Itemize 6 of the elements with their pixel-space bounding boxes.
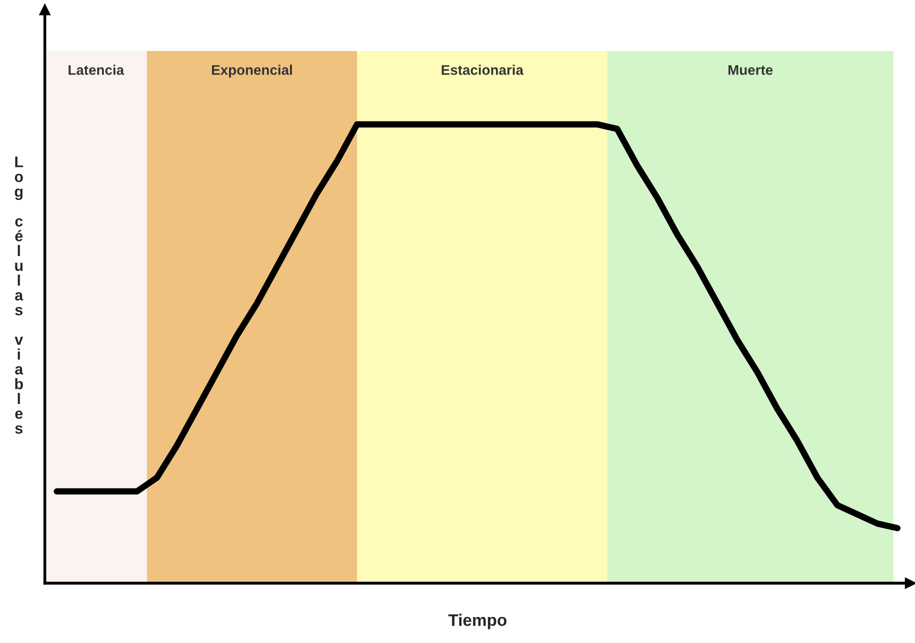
text: Latencia xyxy=(68,64,124,75)
text: Exponencial xyxy=(212,64,292,78)
x-axis-title: Tiempo xyxy=(448,614,506,630)
text: Estacionaria xyxy=(442,64,524,75)
text: Log células viables xyxy=(14,156,24,434)
text: Muerte xyxy=(728,65,773,75)
